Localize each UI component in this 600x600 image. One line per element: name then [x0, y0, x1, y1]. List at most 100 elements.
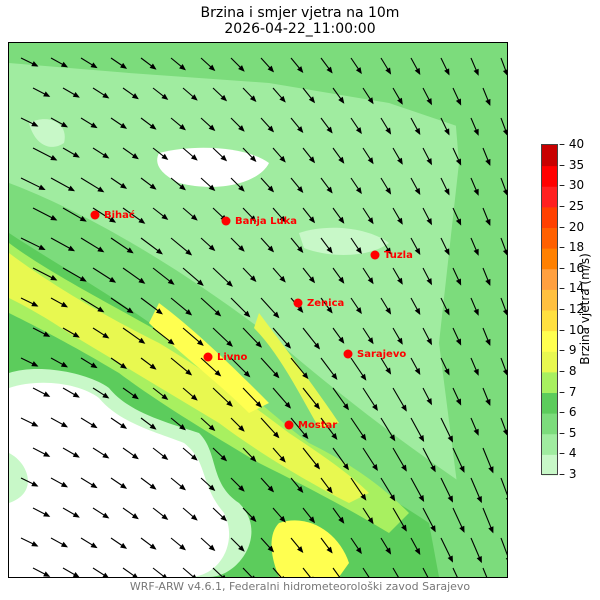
city-label: Zenica	[307, 298, 344, 309]
wind-arrow	[320, 237, 333, 254]
wind-arrow	[392, 507, 407, 532]
wind-arrow	[62, 87, 80, 98]
wind-arrow	[50, 177, 76, 192]
wind-arrow	[362, 567, 370, 577]
wind-arrow	[122, 207, 146, 224]
wind-arrow	[200, 297, 222, 317]
wind-arrow	[290, 237, 304, 253]
wind-arrow	[440, 237, 450, 256]
map-timestamp: 2026-04-22_11:00:00	[224, 21, 376, 37]
wind-arrow	[302, 567, 314, 577]
wind-arrow	[170, 177, 186, 191]
colorbar-tick: – 20	[559, 219, 585, 234]
wind-arrow	[50, 237, 76, 252]
wind-arrow	[62, 267, 87, 282]
wind-arrow	[152, 147, 169, 160]
wind-arrow	[212, 327, 233, 347]
wind-arrow	[212, 147, 228, 162]
colorbar-label: Brzina vjetra (m/s)	[578, 253, 592, 365]
wind-arrow	[362, 147, 374, 165]
wind-arrow	[482, 507, 494, 534]
wind-arrow	[482, 567, 488, 577]
wind-arrow	[152, 207, 169, 220]
wind-arrow	[50, 417, 69, 428]
wind-arrow	[260, 357, 280, 379]
colorbar-tick: – 30	[559, 178, 585, 193]
wind-arrow	[500, 477, 507, 500]
wind-arrow	[50, 477, 69, 488]
wind-arrow	[32, 267, 58, 281]
wind-arrow	[80, 117, 98, 129]
colorbar-bin	[542, 248, 558, 270]
wind-arrow	[320, 117, 333, 134]
map-title: Brzina i smjer vjetra na 10m	[200, 5, 400, 21]
wind-arrow	[452, 447, 465, 473]
wind-arrow	[140, 57, 157, 70]
wind-arrow	[140, 357, 157, 370]
wind-arrow	[410, 477, 425, 503]
wind-arrow	[332, 87, 345, 104]
city-label: Mostar	[298, 420, 337, 431]
wind-arrow	[242, 147, 257, 162]
wind-arrow	[92, 207, 117, 223]
wind-arrow	[230, 417, 245, 432]
wind-arrow	[452, 567, 458, 577]
wind-arrow	[140, 537, 157, 550]
wind-arrow	[470, 177, 479, 196]
wind-arrow	[290, 117, 304, 133]
wind-arrow	[200, 237, 216, 252]
wind-arrow	[80, 477, 98, 489]
wind-arrow	[242, 267, 257, 282]
wind-arrow	[242, 207, 257, 222]
wind-arrow	[80, 297, 105, 313]
colorbar-bin	[542, 454, 558, 476]
wind-arrow	[200, 357, 222, 377]
wind-arrow	[482, 147, 491, 166]
wind-arrow	[500, 297, 507, 316]
wind-arrow	[380, 177, 392, 195]
wind-arrow	[230, 477, 245, 492]
wind-arrow	[110, 117, 128, 129]
wind-arrow	[242, 507, 257, 522]
wind-arrow	[170, 57, 186, 71]
wind-arrow	[152, 447, 169, 460]
wind-arrow	[170, 417, 186, 431]
wind-arrow	[230, 357, 251, 378]
wind-arrow	[440, 117, 450, 136]
wind-arrow	[470, 237, 479, 256]
wind-arrow	[500, 57, 507, 76]
wind-arrow	[242, 387, 262, 408]
wind-arrow	[140, 417, 157, 430]
wind-arrow	[452, 147, 462, 166]
wind-arrow	[260, 417, 280, 439]
wind-arrow	[440, 417, 454, 443]
wind-arrow	[392, 447, 407, 472]
wind-arrow	[122, 267, 146, 284]
wind-arrow	[422, 387, 432, 406]
colorbar-bin	[542, 371, 558, 393]
wind-arrow	[170, 537, 186, 551]
wind-arrow	[302, 147, 316, 164]
wind-arrow	[140, 117, 157, 130]
colorbar-tick: – 3	[559, 467, 577, 481]
wind-arrow	[302, 267, 316, 284]
wind-arrow	[410, 117, 421, 136]
wind-arrow	[260, 297, 280, 319]
wind-arrow	[302, 447, 321, 470]
wind-arrow	[242, 447, 257, 462]
wind-arrow	[200, 537, 216, 552]
wind-arrow	[182, 87, 198, 101]
wind-arrow	[332, 447, 350, 471]
wind-arrow	[62, 567, 80, 577]
wind-arrow	[110, 537, 128, 549]
wind-arrow	[92, 87, 110, 99]
colorbar-tick: – 40	[559, 137, 585, 151]
wind-arrow	[272, 567, 284, 577]
wind-arrow	[182, 387, 198, 401]
wind-arrow	[332, 267, 345, 284]
wind-arrow	[470, 297, 479, 316]
wind-arrow	[200, 477, 216, 492]
wind-arrow	[212, 567, 226, 577]
wind-arrow	[482, 327, 491, 346]
wind-arrow	[80, 57, 98, 69]
